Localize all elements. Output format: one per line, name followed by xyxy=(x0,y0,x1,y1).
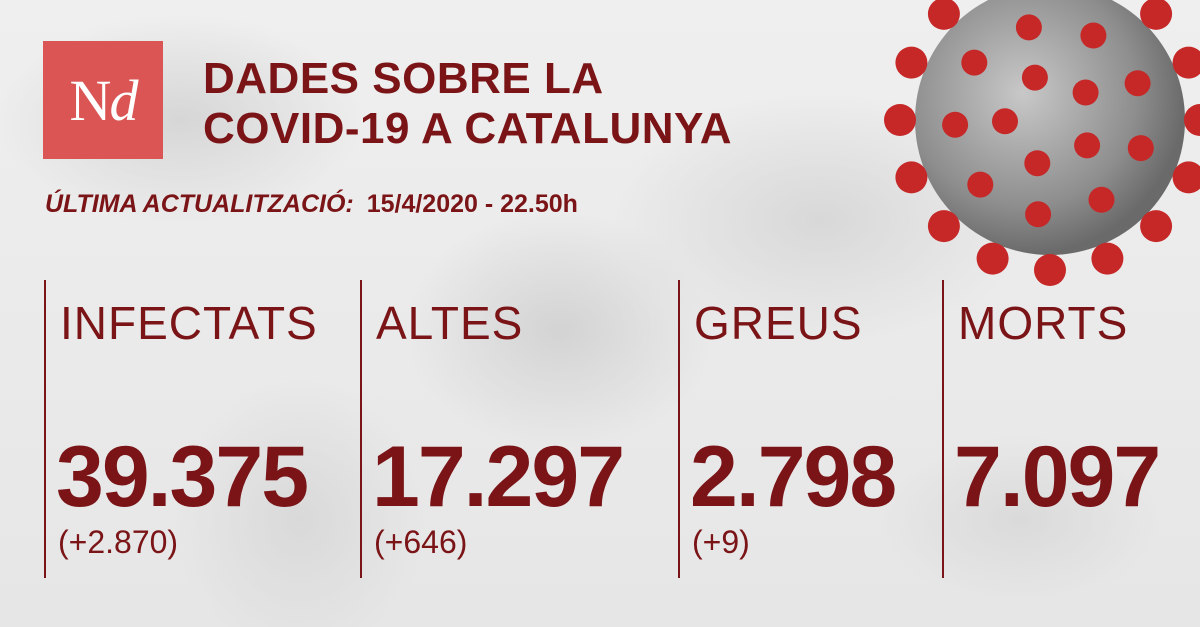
coronavirus-illustration xyxy=(884,0,1200,286)
virus-spike xyxy=(1140,0,1173,30)
virus-spike xyxy=(967,171,994,198)
stat-value: 7.097 xyxy=(954,429,1161,525)
stat-value: 39.375 xyxy=(56,429,309,525)
virus-spike xyxy=(1080,22,1107,49)
stat-delta: (+9) xyxy=(692,524,750,560)
stat-altes: ALTES 17.297 (+646) xyxy=(360,280,672,578)
virus-spike xyxy=(992,108,1018,135)
stat-greus: GREUS 2.798 (+9) xyxy=(678,280,940,578)
virus-spike xyxy=(961,49,988,76)
logo-text: Nd xyxy=(69,67,139,133)
last-update-label: ÚLTIMA ACTUALITZACIÓ: xyxy=(45,190,354,218)
virus-spike xyxy=(942,111,969,138)
stat-infectats: INFECTATS 39.375 (+2.870) xyxy=(44,280,356,578)
stat-delta: (+646) xyxy=(374,524,468,560)
stat-label: INFECTATS xyxy=(60,297,318,349)
last-update-date: 15/4/2020 - 22.50h xyxy=(366,190,578,218)
stat-morts: MORTS 7.097 xyxy=(942,280,1184,578)
stat-value: 17.297 xyxy=(372,429,625,525)
page-title: DADES SOBRE LA COVID-19 A CATALUNYA xyxy=(203,54,732,154)
virus-spike xyxy=(1127,135,1154,162)
virus-spike xyxy=(895,46,928,79)
nd-logo: Nd xyxy=(43,41,163,159)
last-update: ÚLTIMA ACTUALITZACIÓ: 15/4/2020 - 22.50h xyxy=(45,190,578,219)
title-line-2: COVID-19 A CATALUNYA xyxy=(203,104,733,153)
virus-spike xyxy=(1034,254,1066,286)
virus-spike xyxy=(1184,104,1200,136)
virus-spike xyxy=(976,242,1009,275)
virus-spike xyxy=(1025,201,1052,228)
virus-spike xyxy=(1015,14,1042,41)
stat-delta: (+2.870) xyxy=(58,524,179,560)
stat-label: ALTES xyxy=(376,297,524,349)
virus-spike xyxy=(1091,242,1124,275)
virus-spike xyxy=(1021,64,1048,91)
virus-spike xyxy=(1088,186,1115,213)
stat-label: GREUS xyxy=(694,297,863,349)
virus-spike xyxy=(1072,79,1099,106)
virus-spike xyxy=(884,104,916,136)
virus-spike xyxy=(927,0,960,30)
stat-label: MORTS xyxy=(958,297,1129,349)
virus-spike xyxy=(895,161,928,194)
virus-spike xyxy=(1172,161,1200,194)
stat-value: 2.798 xyxy=(690,429,897,525)
virus-spike xyxy=(927,210,960,243)
virus-spike xyxy=(1074,132,1101,159)
virus-spike xyxy=(1024,150,1051,177)
virus-spike xyxy=(1140,210,1173,243)
title-line-1: DADES SOBRE LA xyxy=(203,54,604,103)
virus-spike xyxy=(1124,70,1151,97)
virus-spike xyxy=(1172,46,1200,79)
